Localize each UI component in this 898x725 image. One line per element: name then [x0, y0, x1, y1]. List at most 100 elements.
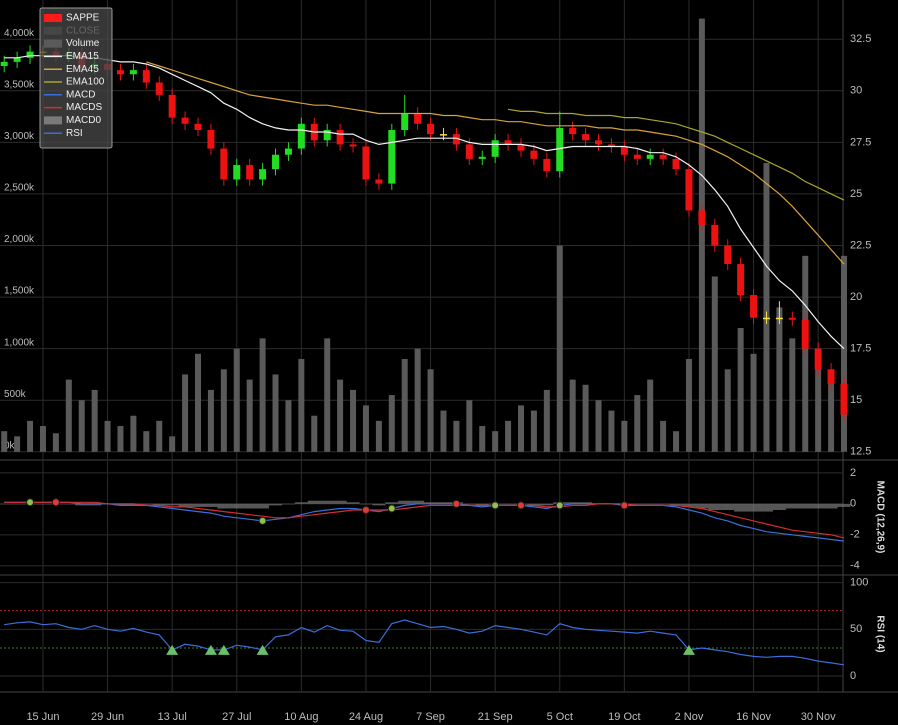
histogram-bar [307, 500, 321, 504]
signal-triangle [217, 644, 230, 655]
x-tick-label: 19 Oct [608, 711, 640, 723]
volume-bar [685, 358, 692, 452]
y-tick-label: 50 [850, 623, 862, 635]
candle-body [401, 113, 409, 130]
histogram-bar [811, 503, 825, 509]
candle-body [220, 148, 228, 180]
volume-bar [388, 395, 395, 452]
histogram-bar [191, 503, 205, 507]
candle-body [672, 158, 680, 170]
volume-bar [52, 433, 59, 452]
volume-bar [815, 348, 822, 452]
candle-body [685, 169, 693, 211]
volume-bar [595, 400, 602, 452]
candle-body [646, 154, 654, 159]
signal-triangle [682, 644, 695, 655]
y-tick-label: 0 [850, 670, 856, 682]
signal-triangle [256, 644, 269, 655]
y2-tick-label: 2,000k [4, 234, 35, 245]
x-tick-label: 16 Nov [736, 711, 771, 723]
candle-body [439, 134, 447, 136]
candle-body [762, 317, 770, 320]
histogram-bar [139, 503, 153, 505]
volume-bar [750, 353, 757, 452]
volume-bar [91, 389, 98, 452]
histogram-bar [824, 503, 838, 509]
volume-bar [698, 18, 705, 452]
legend-label: EMA100 [66, 77, 105, 88]
y-tick-label: -2 [850, 529, 860, 541]
y2-tick-label: 0k [4, 440, 16, 451]
candle-body [569, 127, 577, 135]
histogram-bar [359, 503, 373, 505]
y-tick-label: 20 [850, 291, 862, 303]
histogram-bar [217, 503, 231, 509]
volume-bar [350, 389, 357, 452]
x-tick-label: 24 Aug [349, 711, 383, 723]
histogram-bar [759, 503, 773, 512]
histogram-bar [10, 503, 24, 505]
volume-bar [39, 426, 46, 452]
histogram-bar [411, 500, 425, 504]
histogram-bar [243, 503, 257, 509]
volume-bar [233, 348, 240, 452]
volume-bar [156, 420, 163, 452]
candle-body [659, 154, 667, 159]
candle-body [323, 129, 331, 141]
volume-bar [608, 410, 615, 452]
signal-dot [361, 506, 370, 515]
x-tick-label: 7 Sep [416, 711, 445, 723]
volume-bar [582, 384, 589, 452]
candle-body [801, 319, 809, 349]
candle-body [530, 150, 538, 159]
histogram-bar [152, 503, 166, 506]
candle-body [633, 154, 641, 159]
histogram-bar [669, 503, 683, 506]
candle-body [788, 317, 796, 320]
histogram-bar [630, 503, 644, 505]
candle-body [478, 156, 486, 159]
legend-swatch [44, 116, 62, 125]
candle-body [582, 134, 590, 141]
signal-triangle [166, 644, 179, 655]
volume-bar [569, 379, 576, 452]
histogram-bar [579, 502, 593, 504]
legend-label: MACDS [66, 102, 102, 113]
legend-swatch [44, 26, 62, 35]
histogram-bar [0, 503, 11, 505]
histogram-bar [320, 500, 334, 504]
volume-bar [285, 400, 292, 452]
histogram-bar [346, 502, 360, 504]
candle-body [259, 169, 267, 180]
candle-body [427, 123, 435, 135]
volume-bar [143, 431, 150, 452]
candle-body [414, 113, 422, 124]
candle-body [517, 144, 525, 151]
signal-dot [555, 501, 564, 510]
histogram-bar [734, 503, 748, 512]
volume-bar [259, 338, 266, 452]
volume-bar [130, 415, 137, 452]
candle-body [142, 70, 150, 83]
histogram-bar [772, 503, 786, 511]
volume-bar [14, 436, 21, 452]
y-tick-label: 17.5 [850, 343, 871, 355]
candle-body [375, 179, 383, 184]
ema-line [146, 61, 845, 265]
y2-tick-label: 4,000k [4, 28, 35, 39]
candle-body [284, 148, 292, 155]
y2-tick-label: 3,500k [4, 79, 35, 90]
volume-bar [711, 276, 718, 452]
x-tick-label: 29 Jun [91, 711, 124, 723]
volume-bar [246, 379, 253, 452]
x-tick-label: 2 Nov [675, 711, 704, 723]
histogram-bar [721, 503, 735, 511]
volume-bar [724, 369, 731, 452]
candle-body [362, 146, 370, 180]
histogram-bar [256, 503, 270, 509]
x-tick-label: 27 Jul [222, 711, 251, 723]
y2-tick-label: 500k [4, 389, 27, 400]
candle-body [491, 140, 499, 157]
candle-body [26, 51, 34, 58]
